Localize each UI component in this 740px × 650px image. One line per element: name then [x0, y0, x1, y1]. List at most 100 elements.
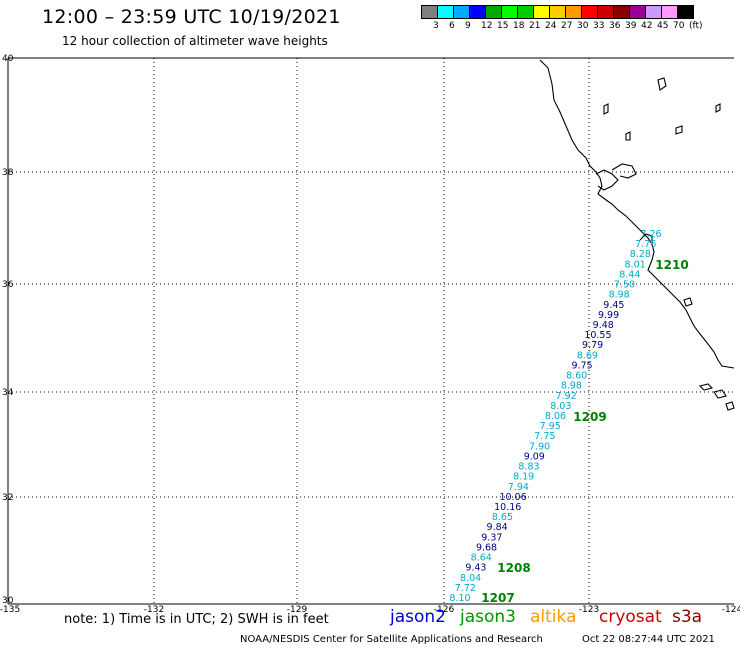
legend-s3a: s3a — [672, 607, 703, 627]
pass-labels: 1210 1209 1208 1207 — [481, 258, 688, 605]
swh-value: 7.50 — [614, 280, 635, 291]
island-1 — [698, 383, 714, 391]
swh-value: 7.26 — [640, 229, 661, 240]
legend-label: 3 — [433, 21, 439, 31]
swh-value: 9.43 — [465, 563, 486, 574]
swh-value: 8.44 — [619, 269, 640, 280]
coastline-main — [539, 59, 735, 369]
pass-time-label: 1209 — [573, 410, 606, 424]
footer-credit: NOAA/NESDIS Center for Satellite Applica… — [240, 634, 543, 645]
swh-value: 9.09 — [524, 451, 545, 462]
swh-value: 9.68 — [476, 542, 497, 553]
legend-label: 9 — [465, 21, 471, 31]
swh-value: 8.83 — [518, 462, 539, 473]
legend-label: 70 — [673, 21, 685, 31]
lake-3 — [675, 125, 683, 135]
legend-label: 18 — [513, 21, 525, 31]
legend-jason2: jason2 — [390, 607, 446, 627]
coastline-bay-east — [611, 163, 637, 179]
legend-label: 36 — [609, 21, 621, 31]
lake-4 — [715, 103, 721, 113]
swh-value: 7.90 — [529, 441, 550, 452]
swh-value: 10.16 — [494, 502, 521, 513]
swh-value: 9.79 — [582, 340, 603, 351]
swh-value: 8.98 — [561, 381, 582, 392]
swh-value: 7.92 — [556, 391, 577, 402]
swh-value: 8.28 — [630, 249, 651, 260]
legend-label: 12 — [481, 21, 493, 31]
pass-time-label: 1210 — [655, 258, 688, 272]
lon-label: -129 — [287, 605, 308, 615]
legend-label: 45 — [657, 21, 669, 31]
legend-label: 39 — [625, 21, 637, 31]
footer-note: note: 1) Time is in UTC; 2) SWH is in fe… — [64, 612, 329, 627]
lat-label: 36 — [2, 280, 14, 290]
lon-label: -135 — [0, 605, 20, 615]
swh-value: 8.10 — [449, 593, 470, 604]
track-labels: 7.267.768.288.018.447.508.989.459.999.48… — [449, 229, 661, 604]
island-2 — [713, 389, 727, 399]
swh-value: 9.37 — [481, 532, 502, 543]
pass-time-label: 1208 — [497, 561, 530, 575]
lat-label: 34 — [2, 388, 14, 398]
swh-value: 8.64 — [471, 553, 492, 564]
legend-jason3: jason3 — [460, 607, 516, 627]
lat-label: 40 — [2, 54, 14, 64]
legend-cryosat: cryosat — [599, 607, 662, 627]
legend-swatch — [677, 5, 694, 19]
pass-time-label: 1207 — [481, 591, 514, 605]
color-legend: 3 6 9 12 15 18 21 24 27 30 33 36 39 42 45 70 (ft) — [421, 5, 740, 33]
swh-value: 8.01 — [625, 259, 646, 270]
swh-value: 7.75 — [534, 431, 555, 442]
legend-label: 30 — [577, 21, 589, 31]
lake-1 — [657, 77, 667, 91]
legend-label: 6 — [449, 21, 455, 31]
lake-2 — [603, 103, 609, 115]
swh-value: 8.69 — [577, 350, 598, 361]
swh-value: 7.72 — [455, 583, 476, 594]
lat-label: 30 — [2, 596, 14, 606]
lake-5 — [625, 131, 631, 141]
coastline-monterey — [639, 233, 653, 244]
legend-labels: 3 6 9 12 15 18 21 24 27 30 33 36 39 42 45 70 (ft) — [421, 21, 740, 33]
legend-altika: altika — [530, 607, 577, 627]
swh-value: 10.55 — [584, 330, 611, 341]
map-title: 12:00 – 23:59 UTC 10/19/2021 — [42, 6, 341, 28]
swh-value: 9.45 — [603, 300, 624, 311]
legend-label: 24 — [545, 21, 557, 31]
legend-label: 15 — [497, 21, 509, 31]
lake-6 — [683, 297, 693, 307]
swh-value: 10.06 — [499, 492, 526, 503]
legend-label: 21 — [529, 21, 541, 31]
swh-value: 8.98 — [609, 290, 630, 301]
swh-value: 9.48 — [593, 320, 614, 331]
swh-value: 7.95 — [540, 421, 561, 432]
swh-value: 7.94 — [508, 482, 529, 493]
legend-label: (ft) — [689, 21, 703, 31]
swh-value: 7.76 — [635, 239, 656, 250]
lon-label: -124 — [722, 605, 740, 615]
swh-value: 8.06 — [545, 411, 566, 422]
lat-label: 32 — [2, 493, 13, 503]
lat-label: 38 — [2, 168, 14, 178]
lon-label: -126 — [434, 605, 455, 615]
map-subtitle: 12 hour collection of altimeter wave hei… — [62, 34, 328, 48]
grid-lines — [8, 58, 734, 604]
coastline — [539, 59, 735, 411]
footer-timestamp: Oct 22 08:27:44 UTC 2021 — [582, 634, 715, 645]
axis-labels: 40 38 36 34 32 30-135 -132 -129 -126 -123 -124 — [0, 54, 740, 615]
swh-value: 8.60 — [566, 371, 587, 382]
swh-value: 8.04 — [460, 573, 481, 584]
swh-value: 8.03 — [550, 401, 571, 412]
swh-value: 9.99 — [598, 310, 619, 321]
coastline-bay — [595, 169, 619, 191]
lon-label: -123 — [579, 605, 599, 615]
legend-label: 33 — [593, 21, 605, 31]
lon-label: -132 — [144, 605, 164, 615]
legend-label: 42 — [641, 21, 653, 31]
swh-value: 8.19 — [513, 472, 534, 483]
legend-label: 27 — [561, 21, 573, 31]
swh-value: 9.84 — [487, 522, 508, 533]
swh-value: 9.75 — [571, 360, 592, 371]
